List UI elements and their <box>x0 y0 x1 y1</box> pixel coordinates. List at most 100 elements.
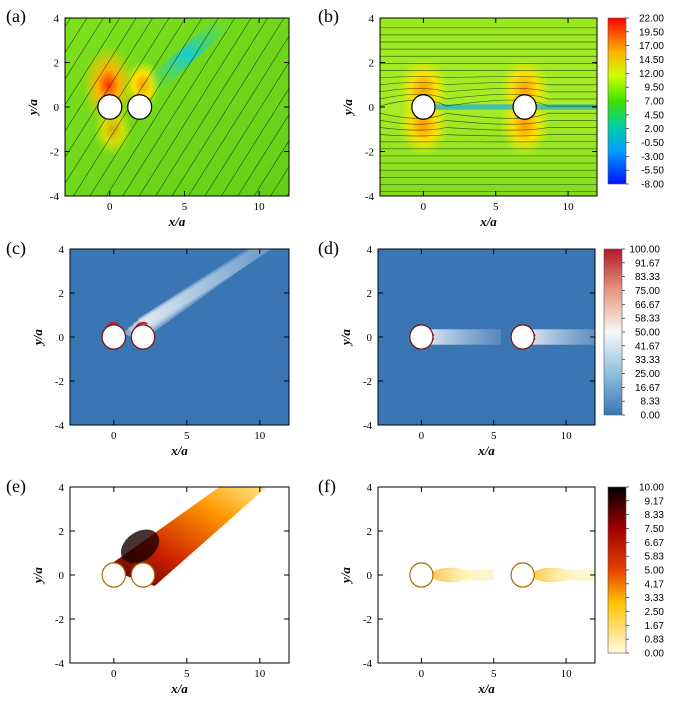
panel-field-1 <box>380 18 597 196</box>
y-axis-label: y/a <box>30 567 45 585</box>
y-tick-label: -2 <box>363 376 372 388</box>
streamline <box>270 166 289 196</box>
low-velocity-wake <box>423 104 597 110</box>
colorbar-tick-label: 75.00 <box>635 286 660 297</box>
colorbar-tick-label: 17.00 <box>639 41 664 52</box>
colorbar-tick-label: 83.33 <box>635 272 660 283</box>
x-axis-label: x/a <box>170 443 188 458</box>
x-tick-label: 0 <box>111 668 117 680</box>
cylinder <box>510 324 535 350</box>
colorbar-tick-label: 4.17 <box>645 579 665 590</box>
y-axis-label: y/a <box>338 329 353 347</box>
colorbar-tick-label: -5.50 <box>641 166 664 177</box>
colorbar-tick-label: 91.67 <box>635 258 660 269</box>
y-tick-label: 4 <box>367 244 373 256</box>
y-tick-label: 4 <box>54 13 60 25</box>
streamline <box>380 119 597 125</box>
x-tick-label: 10 <box>254 668 266 680</box>
y-tick-label: -4 <box>50 191 60 203</box>
streamline <box>380 76 597 78</box>
y-tick-label: -2 <box>363 614 372 626</box>
colorbar-tick-label: 19.50 <box>639 27 664 38</box>
streamline <box>237 113 289 196</box>
x-tick-label: 10 <box>254 430 266 442</box>
streamline <box>188 35 289 196</box>
colorbar-tick-label: 33.33 <box>635 355 660 366</box>
x-axis-label: x/a <box>477 681 495 696</box>
y-tick-label: 4 <box>59 482 65 494</box>
colorbar-tick-label: 2.50 <box>645 607 665 618</box>
y-tick-label: 0 <box>367 570 373 582</box>
cylinder <box>127 94 153 120</box>
panel-field-3 <box>378 249 595 425</box>
colorbar-tick-label: 25.00 <box>635 369 660 380</box>
panel-field-0 <box>65 18 289 196</box>
colorbar-tick-label: 7.50 <box>645 524 665 535</box>
colorbar-tick-label: 41.67 <box>635 341 660 352</box>
x-tick-label: 0 <box>111 430 117 442</box>
panel-field-4 <box>70 487 289 663</box>
shear-wake-streak <box>531 329 595 345</box>
cylinder <box>101 562 127 588</box>
cylinder <box>510 562 535 588</box>
x-tick-label: 5 <box>493 201 499 213</box>
x-tick-label: 0 <box>419 430 425 442</box>
x-tick-label: 0 <box>421 201 427 213</box>
streamline <box>122 18 236 196</box>
streamline <box>171 18 285 196</box>
colorbar-tick-label: -8.00 <box>641 180 664 191</box>
streamline <box>380 112 597 119</box>
colorbar-tick-label: 100.00 <box>629 245 660 256</box>
x-axis-label: x/a <box>477 443 495 458</box>
y-tick-label: -2 <box>365 147 374 159</box>
colorbar-tick-label: 7.00 <box>645 97 665 108</box>
cylinder <box>409 324 434 350</box>
streamline <box>380 127 597 131</box>
panel-label: (d) <box>318 238 339 259</box>
x-tick-label: 5 <box>491 668 497 680</box>
cylinder <box>512 94 537 120</box>
y-tick-label: 2 <box>367 288 373 300</box>
streamline <box>65 18 137 132</box>
y-tick-label: 2 <box>54 58 60 70</box>
colorbar-tick-label: 22.00 <box>639 14 664 25</box>
concentration-plume <box>105 487 267 586</box>
colorbar-tick-label: 0.00 <box>645 649 665 660</box>
streamline <box>155 18 269 196</box>
streamline <box>253 140 289 196</box>
colorbar-scale <box>603 248 623 416</box>
colorbar-tick-label: 9.50 <box>645 83 665 94</box>
y-tick-label: -2 <box>50 147 59 159</box>
x-tick-label: 10 <box>561 430 573 442</box>
streamline <box>220 87 289 196</box>
y-tick-label: 4 <box>369 13 375 25</box>
streamline <box>380 134 597 137</box>
panel-label: (c) <box>6 238 26 259</box>
low-velocity-wake <box>124 18 240 103</box>
colorbar-tick-label: 8.33 <box>645 510 665 521</box>
streamline <box>380 99 597 107</box>
x-tick-label: 0 <box>419 668 425 680</box>
panel-label: (b) <box>318 6 339 27</box>
colorbar-tick-label: -3.00 <box>641 152 664 163</box>
y-tick-label: 0 <box>59 332 65 344</box>
x-tick-label: 10 <box>563 201 575 213</box>
concentration-peak <box>120 529 160 564</box>
panel-label: (f) <box>318 476 336 497</box>
colorbar-tick-label: 9.17 <box>645 496 665 507</box>
colorbar-tick-label: 4.50 <box>645 110 665 121</box>
y-tick-label: 2 <box>59 526 65 538</box>
colorbar-tick-label: 14.50 <box>639 55 664 66</box>
x-axis-label: x/a <box>479 214 497 229</box>
x-tick-label: 0 <box>107 201 113 213</box>
shear-wake-streak <box>430 329 501 345</box>
colorbar-scale <box>607 17 627 185</box>
cylinder <box>130 562 156 588</box>
streamline <box>380 82 597 86</box>
y-tick-label: 4 <box>367 482 373 494</box>
x-tick-label: 5 <box>184 430 190 442</box>
y-tick-label: 0 <box>367 332 373 344</box>
y-tick-label: 0 <box>54 102 60 114</box>
colorbar-tick-label: 0.83 <box>645 635 665 646</box>
colorbar-tick-label: 5.00 <box>645 566 665 577</box>
